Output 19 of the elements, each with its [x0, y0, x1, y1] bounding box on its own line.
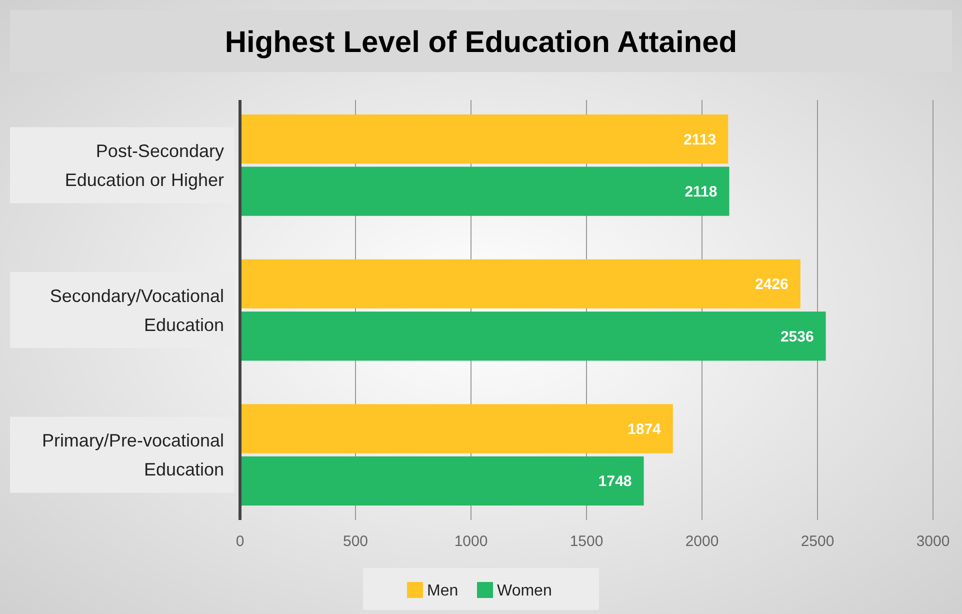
x-tick-label: 500 — [342, 533, 368, 550]
legend-label: Women — [497, 582, 552, 600]
chart-title: Highest Level of Education Attained — [224, 26, 738, 59]
x-tick-label: 2000 — [685, 533, 719, 550]
x-tick-label: 0 — [236, 533, 244, 550]
legend-label: Men — [427, 582, 458, 600]
data-label: 2536 — [780, 328, 814, 346]
x-tick-label: 1000 — [454, 533, 488, 550]
y-tick-label: Primary/Pre-vocational Education — [42, 430, 224, 480]
y-tick-label: Secondary/Vocational Education — [50, 286, 224, 335]
x-tick-label: 1500 — [570, 533, 604, 550]
data-label: 1874 — [628, 420, 662, 438]
data-label: 2113 — [684, 131, 716, 148]
data-label: 2426 — [755, 276, 788, 294]
data-label: 1748 — [598, 473, 632, 490]
x-tick-label: 3000 — [916, 533, 950, 550]
y-tick-label: Post-Secondary Education or Higher — [64, 140, 224, 190]
x-tick-label: 2500 — [800, 533, 834, 550]
data-label: 2118 — [684, 184, 718, 201]
